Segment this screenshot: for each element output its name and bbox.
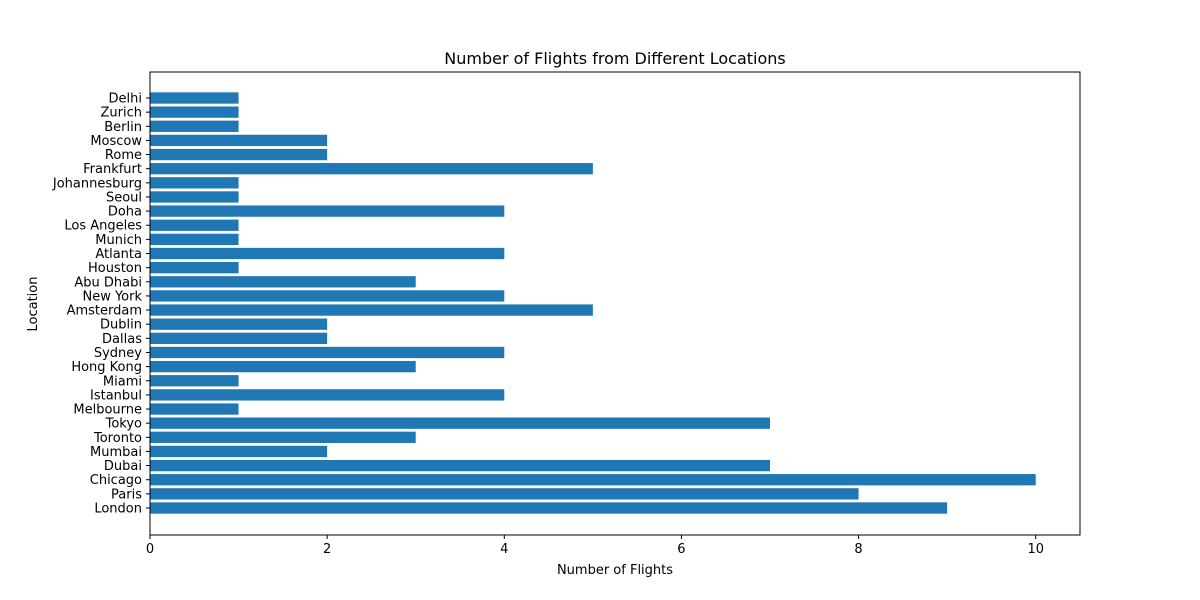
bar-johannesburg — [150, 177, 239, 189]
bar-frankfurt — [150, 163, 593, 175]
bar-istanbul — [150, 389, 505, 401]
x-axis-ticks: 0 2 4 6 8 10 — [146, 535, 1044, 557]
bar-miami — [150, 375, 239, 387]
y-tick-label: Doha — [108, 205, 142, 220]
y-tick-label: Houston — [88, 261, 142, 276]
bar-mumbai — [150, 445, 328, 458]
bar-delhi — [150, 92, 239, 104]
y-axis-ticks: LondonParisChicagoDubaiMumbaiTorontoToky… — [52, 92, 150, 517]
plot-frame — [149, 71, 1081, 536]
y-tick-label: Mumbai — [90, 445, 142, 460]
bar-chicago — [150, 474, 1036, 486]
y-tick-label: Frankfurt — [83, 162, 142, 177]
y-tick-label: Toronto — [93, 431, 142, 446]
bar-dubai — [150, 459, 770, 472]
bar-hong-kong — [150, 360, 416, 373]
bar-dallas — [150, 332, 328, 344]
y-tick-label: Melbourne — [73, 403, 142, 418]
y-tick-label: Dubai — [104, 459, 142, 474]
bar-rome — [150, 148, 328, 161]
y-tick-label: Abu Dhabi — [74, 275, 142, 290]
bar-london — [150, 502, 948, 514]
bar-tokyo — [150, 417, 770, 429]
y-tick-label: Dallas — [102, 332, 142, 347]
bar-toronto — [150, 431, 416, 443]
y-tick-label: Sydney — [94, 346, 142, 361]
bar-melbourne — [150, 403, 239, 415]
y-tick-label: Amsterdam — [67, 304, 142, 319]
bar-los-angeles — [150, 219, 239, 231]
y-tick-label: Delhi — [109, 92, 142, 107]
bar-amsterdam — [150, 304, 593, 316]
y-tick-label: London — [94, 502, 142, 517]
y-tick-label: New York — [82, 289, 142, 304]
y-tick-label: Munich — [95, 233, 142, 248]
x-tick-label: 6 — [677, 542, 685, 557]
x-tick-label: 10 — [1027, 542, 1044, 557]
y-axis-label: Location — [26, 277, 41, 332]
bar-sydney — [150, 346, 505, 359]
y-tick-label: Chicago — [90, 473, 142, 488]
bar-atlanta — [150, 247, 505, 260]
x-tick-label: 8 — [854, 542, 862, 557]
y-tick-label: Tokyo — [105, 417, 142, 432]
bar-dublin — [150, 318, 328, 330]
bar-new-york — [150, 290, 505, 302]
y-tick-label: Hong Kong — [71, 360, 142, 375]
bar-zurich — [150, 106, 239, 118]
bar-moscow — [150, 134, 328, 147]
y-tick-label: Johannesburg — [52, 176, 142, 191]
bar-paris — [150, 488, 859, 500]
y-tick-label: Dublin — [100, 318, 142, 333]
bar-berlin — [150, 120, 239, 132]
bar-doha — [150, 205, 505, 217]
y-tick-label: Atlanta — [95, 247, 142, 262]
y-tick-label: Rome — [105, 148, 142, 163]
x-axis-label: Number of Flights — [557, 563, 673, 578]
bars-group — [150, 92, 1036, 514]
y-tick-label: Moscow — [90, 134, 142, 149]
y-tick-label: Paris — [111, 487, 142, 502]
y-tick-label: Los Angeles — [64, 219, 142, 234]
x-tick-label: 2 — [323, 542, 331, 557]
y-tick-label: Berlin — [104, 120, 142, 135]
bar-abu-dhabi — [150, 276, 416, 288]
x-tick-label: 4 — [500, 542, 508, 557]
bar-munich — [150, 233, 239, 246]
chart-title: Number of Flights from Different Locatio… — [444, 49, 785, 68]
y-tick-label: Istanbul — [90, 388, 142, 403]
y-tick-label: Miami — [103, 374, 142, 389]
bar-houston — [150, 262, 239, 274]
x-tick-label: 0 — [146, 542, 154, 557]
y-tick-label: Zurich — [101, 106, 143, 121]
y-tick-label: Seoul — [106, 190, 142, 205]
bar-seoul — [150, 191, 239, 203]
